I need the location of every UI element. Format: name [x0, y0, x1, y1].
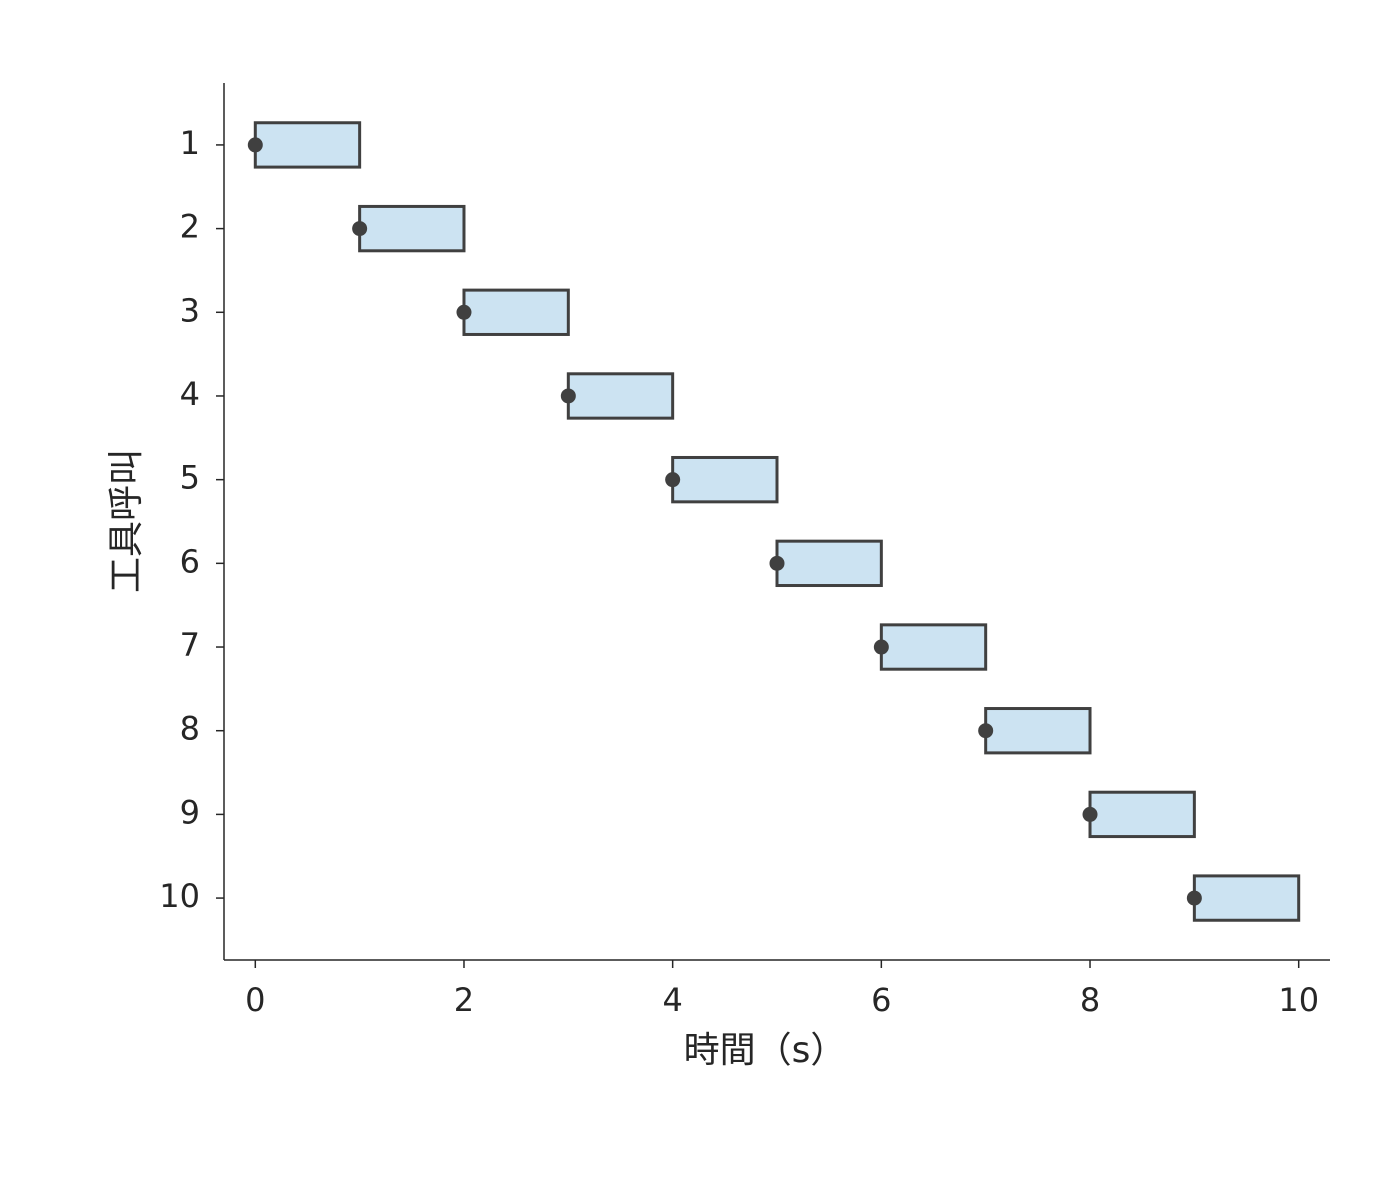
y-tick-label: 1	[180, 124, 200, 162]
bar	[566, 372, 675, 420]
y-tick-label: 3	[180, 291, 200, 329]
y-tick-label: 10	[159, 877, 200, 915]
start-marker	[665, 472, 681, 488]
x-tick-label: 6	[871, 981, 891, 1019]
x-tick-label: 10	[1278, 981, 1319, 1019]
bar	[462, 288, 570, 336]
y-tick-label: 8	[180, 710, 200, 748]
y-axis-label: 工具呼叫	[106, 449, 147, 593]
start-marker	[1082, 806, 1098, 822]
x-axis-label: 時間（s）	[684, 1030, 847, 1071]
x-tick-label: 8	[1080, 981, 1100, 1019]
start-marker	[1186, 890, 1202, 906]
y-tick-label: 5	[180, 459, 200, 497]
y-tick-label: 4	[180, 375, 200, 413]
y-tick-label: 7	[180, 626, 200, 664]
bar	[1192, 874, 1301, 922]
start-marker	[456, 304, 472, 320]
bar	[984, 707, 1092, 755]
start-marker	[769, 555, 785, 571]
start-marker	[873, 639, 889, 655]
bar	[879, 623, 988, 671]
start-marker	[247, 137, 263, 153]
x-tick-label: 4	[662, 981, 682, 1019]
y-tick-label: 6	[180, 542, 200, 580]
bar	[358, 204, 466, 253]
y-tick-label: 2	[180, 208, 200, 246]
x-tick-label: 2	[454, 981, 474, 1019]
bar	[253, 121, 362, 169]
x-tick-label: 0	[245, 981, 265, 1019]
y-tick-label: 9	[180, 793, 200, 831]
start-marker	[978, 723, 994, 739]
bar	[1088, 790, 1196, 839]
bar	[775, 539, 883, 588]
start-marker	[560, 388, 576, 404]
bar	[671, 455, 779, 504]
start-marker	[352, 221, 368, 237]
